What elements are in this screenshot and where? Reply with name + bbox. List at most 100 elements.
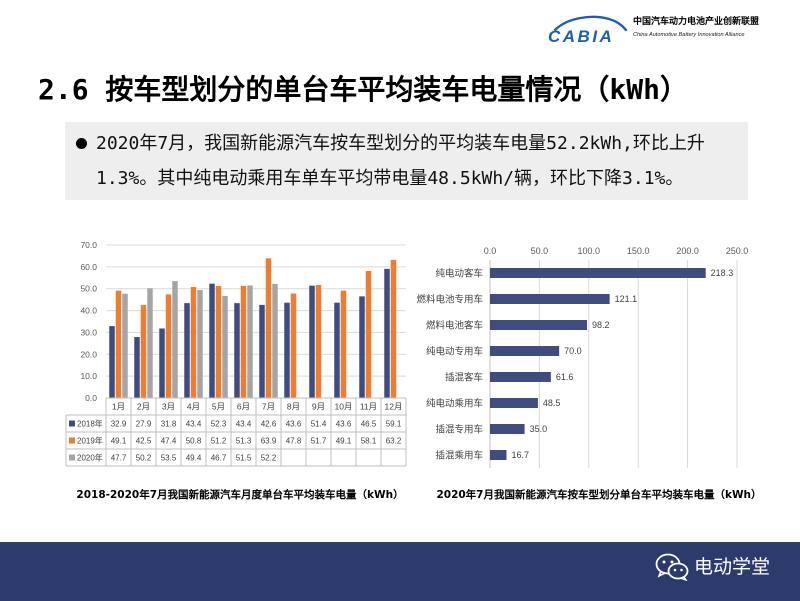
table-cell-s0-m6: 43.4 [236, 420, 252, 429]
x-tick-label: 250.0 [726, 246, 749, 256]
model-bar-0 [490, 268, 706, 278]
monthly-bar-s2-m1 [122, 293, 128, 398]
logo-wordmark: CABIA [548, 27, 614, 46]
month-label: 2月 [137, 402, 150, 412]
monthly-bar-s1-m11 [365, 271, 372, 398]
month-label: 11月 [360, 402, 377, 412]
table-cell-s0-m3: 31.8 [161, 420, 177, 429]
x-tick-label: 100.0 [578, 246, 601, 256]
table-cell-s0-m5: 52.3 [211, 420, 227, 429]
data-label-1: 121.1 [615, 294, 638, 304]
watermark-text: 电动学堂 [694, 556, 771, 578]
month-label: 1月 [112, 402, 125, 412]
wechat-icon [655, 553, 689, 581]
model-bar-1 [490, 294, 610, 304]
table-cell-s1-m8: 47.8 [286, 437, 302, 446]
legend-key-2 [69, 454, 75, 461]
monthly-bar-s0-m8 [284, 302, 290, 398]
y-tick-label: 10.0 [80, 371, 97, 381]
category-label-7: 插混乘用车 [435, 449, 483, 461]
table-cell-s2-m7: 52.2 [261, 454, 277, 463]
data-label-3: 70.0 [564, 346, 582, 356]
month-label: 8月 [287, 402, 300, 412]
category-label-3: 纯电动专用车 [426, 345, 483, 357]
monthly-bar-s2-m7 [272, 283, 278, 398]
table-cell-s1-m11: 58.1 [361, 437, 377, 446]
data-label-0: 218.3 [711, 268, 734, 278]
cabia-logo: CABIA [548, 15, 628, 46]
y-tick-label: 20.0 [80, 349, 97, 359]
data-label-7: 16.7 [511, 450, 529, 460]
monthly-bar-s0-m10 [334, 302, 340, 398]
table-cell-s2-m1: 47.7 [111, 454, 127, 463]
x-tick-label: 50.0 [531, 246, 549, 256]
table-cell-s0-m7: 42.6 [261, 420, 277, 429]
bullet-line-2: 1.3%。其中纯电动乘用车单车平均带电量48.5kWh/辆，环比下降3.1%。 [96, 168, 684, 189]
month-label: 12月 [385, 402, 403, 412]
table-cell-s1-m12: 63.2 [386, 437, 402, 446]
slide-title: 2.6 按车型划分的单台车平均装车电量情况（kWh） [38, 73, 689, 106]
month-label: 3月 [162, 402, 175, 412]
monthly-bar-chart: 0.0 10.0 20.0 30.0 40.0 50.0 60.0 70.0 1月 2月 3月 4月 5… [65, 240, 407, 467]
table-cell-s2-m5: 46.7 [211, 454, 227, 463]
monthly-bar-s1-m4 [190, 286, 197, 398]
table-cell-s1-m2: 42.5 [136, 437, 152, 446]
table-cell-s0-m12: 59.1 [386, 420, 402, 429]
table-cell-s0-m11: 46.5 [361, 420, 377, 429]
monthly-bar-s2-m2 [147, 288, 153, 398]
org-name-en: China Automotive Battery Innovation Alli… [633, 32, 745, 38]
monthly-bar-s0-m2 [134, 337, 140, 398]
x-tick-label: 200.0 [676, 246, 699, 256]
table-cell-s0-m9: 51.4 [311, 420, 327, 429]
model-bar-4 [490, 372, 551, 382]
data-label-2: 98.2 [592, 320, 610, 330]
monthly-bar-s2-m4 [197, 290, 203, 398]
table-cell-s1-m5: 51.2 [211, 437, 227, 446]
monthly-bar-s2-m3 [172, 281, 178, 398]
table-cell-s1-m6: 51.3 [236, 437, 252, 446]
footer-band [0, 542, 800, 601]
category-label-0: 纯电动客车 [435, 267, 483, 279]
bullet-dot-icon [76, 138, 87, 149]
monthly-bar-s0-m11 [359, 296, 365, 398]
legend-label: 2020年 [77, 453, 103, 463]
table-cell-s0-m4: 43.4 [186, 420, 202, 429]
data-label-4: 61.6 [556, 372, 574, 382]
monthly-bar-s0-m12 [384, 268, 390, 398]
y-tick-label: 30.0 [80, 327, 97, 337]
monthly-chart-caption: 2018-2020年7月我国新能源汽车月度单台车平均装车电量（kWh） [76, 489, 404, 501]
category-label-6: 插混专用车 [435, 423, 483, 435]
monthly-bar-s1-m1 [115, 290, 122, 398]
category-label-1: 燃料电池专用车 [416, 293, 483, 305]
y-tick-label: 60.0 [80, 262, 97, 272]
model-chart-caption: 2020年7月我国新能源汽车按车型划分单台车平均装车电量（kWh） [436, 489, 762, 501]
monthly-bar-s1-m5 [215, 286, 222, 398]
y-tick-label: 70.0 [80, 240, 97, 250]
monthly-bar-s1-m6 [240, 285, 247, 398]
table-cell-s2-m4: 49.4 [186, 454, 202, 463]
monthly-bar-s0-m4 [184, 303, 190, 398]
y-tick-label: 0.0 [85, 393, 97, 403]
legend-key-0 [69, 420, 75, 427]
monthly-bar-s1-m8 [290, 293, 297, 398]
data-label-5: 48.5 [543, 398, 561, 408]
category-label-5: 纯电动乘用车 [426, 397, 483, 409]
table-cell-s0-m2: 27.9 [136, 420, 152, 429]
monthly-bar-s1-m7 [265, 258, 272, 398]
month-label: 7月 [262, 402, 275, 412]
table-cell-s0-m1: 32.9 [111, 420, 127, 429]
monthly-bar-s0-m7 [259, 304, 265, 398]
model-bar-5 [490, 398, 538, 408]
monthly-bar-s0-m9 [309, 285, 315, 398]
month-label: 6月 [237, 402, 250, 412]
monthly-bar-s1-m12 [390, 259, 397, 398]
monthly-bar-s0-m5 [209, 283, 215, 398]
month-label: 10月 [335, 402, 353, 412]
y-tick-label: 40.0 [80, 306, 97, 316]
table-cell-s1-m3: 47.4 [161, 437, 177, 446]
model-bar-7 [490, 450, 507, 460]
monthly-bar-s0-m6 [234, 303, 240, 398]
monthly-bar-s1-m3 [165, 294, 172, 398]
y-tick-label: 50.0 [80, 284, 97, 294]
table-cell-s1-m1: 49.1 [111, 437, 127, 446]
